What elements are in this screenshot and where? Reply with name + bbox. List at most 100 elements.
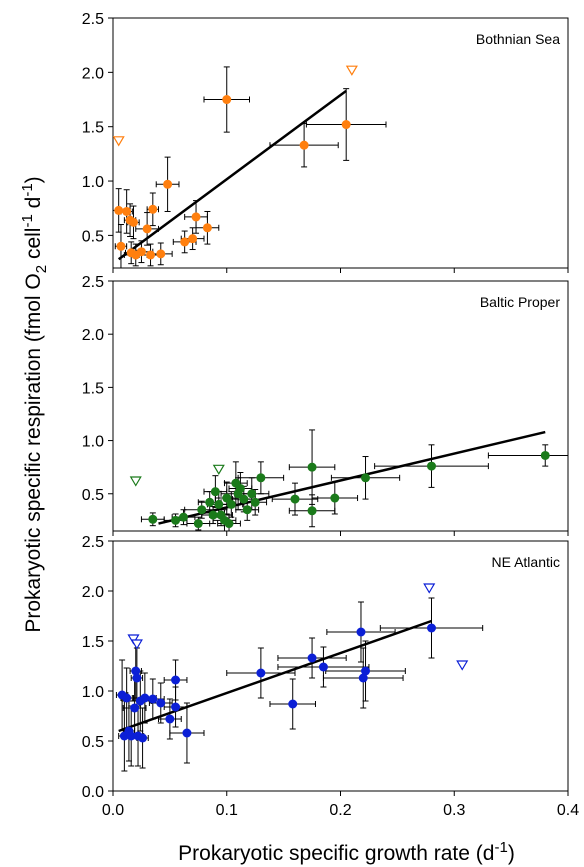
y-tick-label: 2.5: [82, 274, 104, 291]
y-tick-label: 2.5: [82, 11, 104, 28]
data-point: [307, 462, 317, 472]
data-point: [427, 461, 436, 471]
y-tick-label: 0.5: [82, 734, 104, 751]
y-tick-label: 0.5: [82, 228, 104, 245]
data-point: [222, 493, 232, 503]
y-tick-label: 0.0: [82, 784, 104, 801]
regression-line: [118, 619, 432, 733]
data-point: [202, 223, 212, 233]
data-point: [318, 662, 328, 672]
data-point: [226, 499, 236, 509]
marks: [129, 429, 568, 531]
data-point: [330, 493, 340, 503]
x-tick-label: 0.1: [216, 802, 238, 819]
y-tick-label: 1.5: [82, 120, 104, 137]
outlier-point: [212, 464, 225, 475]
data-point: [356, 627, 366, 637]
outlier-point: [345, 65, 358, 76]
data-point: [171, 675, 181, 685]
data-point: [130, 703, 140, 713]
outlier-point: [423, 583, 436, 594]
data-point: [136, 247, 146, 257]
data-point: [191, 212, 201, 222]
data-point: [179, 512, 189, 522]
data-point: [256, 668, 266, 678]
data-point: [358, 673, 368, 683]
data-point: [148, 204, 158, 214]
panel-label: Bothnian Sea: [476, 31, 560, 47]
data-point: [307, 506, 317, 516]
data-point: [114, 205, 124, 215]
data-point: [116, 241, 126, 251]
data-point: [208, 510, 218, 520]
data-point: [126, 731, 136, 741]
y-tick-label: 1.0: [82, 434, 104, 451]
outlier-point: [127, 634, 140, 645]
data-point: [235, 483, 245, 493]
data-point: [307, 653, 317, 663]
x-tick-label: 0.4: [557, 802, 579, 819]
data-point: [180, 237, 190, 247]
data-point: [540, 450, 550, 460]
plot-frame: [112, 280, 569, 532]
data-point: [142, 224, 152, 234]
panel-label: Baltic Proper: [480, 294, 560, 310]
marks: [113, 65, 387, 268]
data-point: [222, 95, 232, 105]
marks: [115, 583, 484, 772]
outlier-point: [456, 660, 469, 671]
y-tick-label: 1.5: [82, 634, 104, 651]
y-tick-label: 2.0: [82, 65, 104, 82]
data-point: [205, 497, 215, 507]
y-tick-label: 2.0: [82, 327, 104, 344]
plot-frame: [112, 540, 569, 792]
data-point: [361, 666, 371, 676]
panel-label: NE Atlantic: [492, 554, 560, 570]
outlier-point: [130, 639, 143, 650]
outlier-point: [113, 136, 125, 147]
data-point: [210, 487, 220, 497]
data-point: [156, 698, 166, 708]
x-tick-label: 0.0: [102, 802, 124, 819]
data-point: [250, 497, 260, 507]
data-point: [122, 206, 132, 216]
data-point: [239, 494, 249, 504]
data-point: [361, 473, 371, 483]
data-point: [138, 733, 148, 743]
data-point: [427, 623, 436, 633]
x-tick-label: 0.2: [329, 802, 351, 819]
outlier-point: [129, 476, 142, 487]
data-point: [182, 728, 192, 738]
panel-3: 0.0 0.5 1.0 1.5 2.0 2.5 0.0 0.1 0.2 0.3 0.4 NE Atla…: [82, 534, 579, 819]
data-point: [290, 494, 300, 504]
data-point: [163, 179, 173, 189]
data-point: [165, 714, 175, 724]
data-point: [171, 515, 181, 525]
y-tick-label: 1.0: [82, 174, 104, 191]
y-tick-label: 2.0: [82, 584, 104, 601]
data-point: [224, 519, 234, 529]
data-point: [131, 666, 141, 676]
data-point: [193, 519, 203, 529]
data-point: [247, 489, 257, 499]
data-point: [188, 234, 198, 244]
data-point: [256, 473, 266, 483]
regression-line: [158, 430, 546, 525]
y-axis-title: Prokaryotic specific respiration (fmol O…: [19, 176, 50, 632]
regression-line: [117, 89, 347, 261]
data-point: [122, 693, 132, 703]
data-point: [242, 505, 252, 515]
data-point: [171, 702, 181, 712]
y-tick-label: 1.0: [82, 684, 104, 701]
data-point: [156, 249, 166, 259]
data-point: [132, 673, 142, 683]
y-tick-label: 0.5: [82, 487, 104, 504]
plot-frame: [112, 17, 569, 269]
x-tick-label: 0.3: [443, 802, 465, 819]
data-point: [299, 140, 309, 150]
data-point: [197, 505, 207, 515]
data-point: [288, 699, 298, 709]
panel-2: 0.5 1.0 1.5 2.0 2.5 Baltic Proper: [82, 274, 569, 536]
data-point: [148, 694, 158, 704]
